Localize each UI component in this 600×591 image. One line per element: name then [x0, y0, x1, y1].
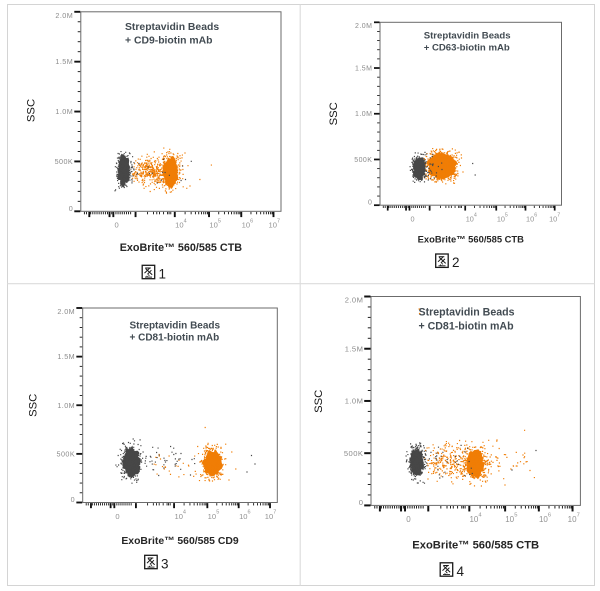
svg-text:+ CD81-biotin mAb: + CD81-biotin mAb	[130, 333, 220, 344]
svg-text:0: 0	[368, 200, 372, 207]
svg-text:10: 10	[469, 515, 478, 524]
svg-text:2.0M: 2.0M	[55, 11, 73, 20]
svg-text:7: 7	[277, 219, 280, 225]
svg-text:+ CD81-biotin mAb: + CD81-biotin mAb	[419, 321, 515, 333]
svg-text:ExoBrite™ 560/585 CTB: ExoBrite™ 560/585 CTB	[120, 242, 243, 254]
svg-text:0: 0	[115, 512, 119, 521]
svg-text:1.5M: 1.5M	[355, 66, 372, 73]
svg-text:6: 6	[548, 513, 551, 519]
svg-text:2: 2	[452, 255, 460, 270]
svg-text:10: 10	[466, 215, 474, 224]
svg-text:5: 5	[218, 219, 221, 225]
svg-text:10: 10	[242, 221, 250, 230]
svg-text:500K: 500K	[57, 449, 76, 458]
svg-text:1: 1	[159, 266, 167, 281]
svg-text:0: 0	[410, 215, 414, 224]
svg-text:SSC: SSC	[313, 390, 325, 413]
svg-text:10: 10	[549, 215, 557, 224]
svg-text:10: 10	[505, 515, 514, 524]
svg-text:SSC: SSC	[328, 102, 340, 125]
svg-text:0: 0	[114, 221, 118, 230]
svg-text:0: 0	[71, 495, 75, 504]
svg-text:1.5M: 1.5M	[55, 57, 73, 66]
svg-text:10: 10	[209, 221, 217, 230]
svg-text:Streptavidin Beads: Streptavidin Beads	[419, 307, 515, 319]
svg-text:2.0M: 2.0M	[345, 296, 364, 305]
svg-text:500K: 500K	[344, 449, 364, 458]
svg-text:+ CD63-biotin mAb: + CD63-biotin mAb	[424, 42, 510, 53]
svg-text:10: 10	[265, 512, 273, 521]
svg-text:1.5M: 1.5M	[345, 344, 364, 353]
svg-text:10: 10	[208, 512, 216, 521]
svg-text:10: 10	[175, 221, 183, 230]
svg-text:4: 4	[183, 510, 186, 516]
svg-text:1.0M: 1.0M	[345, 397, 364, 406]
svg-text:6: 6	[534, 212, 537, 218]
svg-text:10: 10	[268, 221, 276, 230]
svg-text:7: 7	[273, 510, 276, 516]
svg-text:SSC: SSC	[28, 394, 40, 417]
svg-text:2.0M: 2.0M	[355, 23, 372, 30]
svg-text:5: 5	[505, 212, 508, 218]
svg-text:6: 6	[250, 219, 253, 225]
svg-text:500K: 500K	[354, 157, 372, 164]
svg-text:4: 4	[474, 212, 477, 218]
svg-text:+ CD9-biotin mAb: + CD9-biotin mAb	[125, 36, 212, 47]
svg-text:5: 5	[216, 510, 219, 516]
svg-text:Streptavidin Beads: Streptavidin Beads	[130, 321, 221, 332]
svg-text:500K: 500K	[55, 157, 74, 166]
svg-text:Streptavidin Beads: Streptavidin Beads	[424, 30, 511, 41]
svg-text:4: 4	[478, 513, 482, 519]
svg-text:3: 3	[161, 556, 169, 571]
svg-text:7: 7	[557, 212, 560, 218]
svg-text:10: 10	[568, 515, 577, 524]
svg-text:10: 10	[526, 215, 534, 224]
svg-text:0: 0	[359, 498, 364, 507]
svg-text:ExoBrite™ 560/585 CTB: ExoBrite™ 560/585 CTB	[418, 233, 525, 244]
svg-text:10: 10	[497, 215, 505, 224]
svg-text:Streptavidin Beads: Streptavidin Beads	[125, 22, 219, 33]
svg-text:6: 6	[248, 510, 251, 516]
svg-text:4: 4	[184, 219, 187, 225]
svg-text:0: 0	[69, 204, 73, 213]
svg-text:1.0M: 1.0M	[55, 107, 73, 116]
svg-text:0: 0	[406, 515, 411, 524]
svg-text:10: 10	[174, 512, 182, 521]
svg-text:4: 4	[457, 564, 465, 579]
svg-text:ExoBrite™ 560/585 CTB: ExoBrite™ 560/585 CTB	[412, 540, 539, 552]
svg-text:ExoBrite™ 560/585 CD9: ExoBrite™ 560/585 CD9	[121, 536, 238, 547]
svg-text:7: 7	[577, 513, 580, 519]
svg-text:1.0M: 1.0M	[57, 401, 75, 410]
svg-text:2.0M: 2.0M	[57, 307, 75, 316]
svg-text:1.5M: 1.5M	[57, 352, 75, 361]
svg-text:5: 5	[514, 513, 517, 519]
svg-text:10: 10	[239, 512, 247, 521]
svg-text:10: 10	[539, 515, 548, 524]
svg-text:SSC: SSC	[26, 99, 38, 122]
svg-text:1.0M: 1.0M	[355, 111, 372, 118]
